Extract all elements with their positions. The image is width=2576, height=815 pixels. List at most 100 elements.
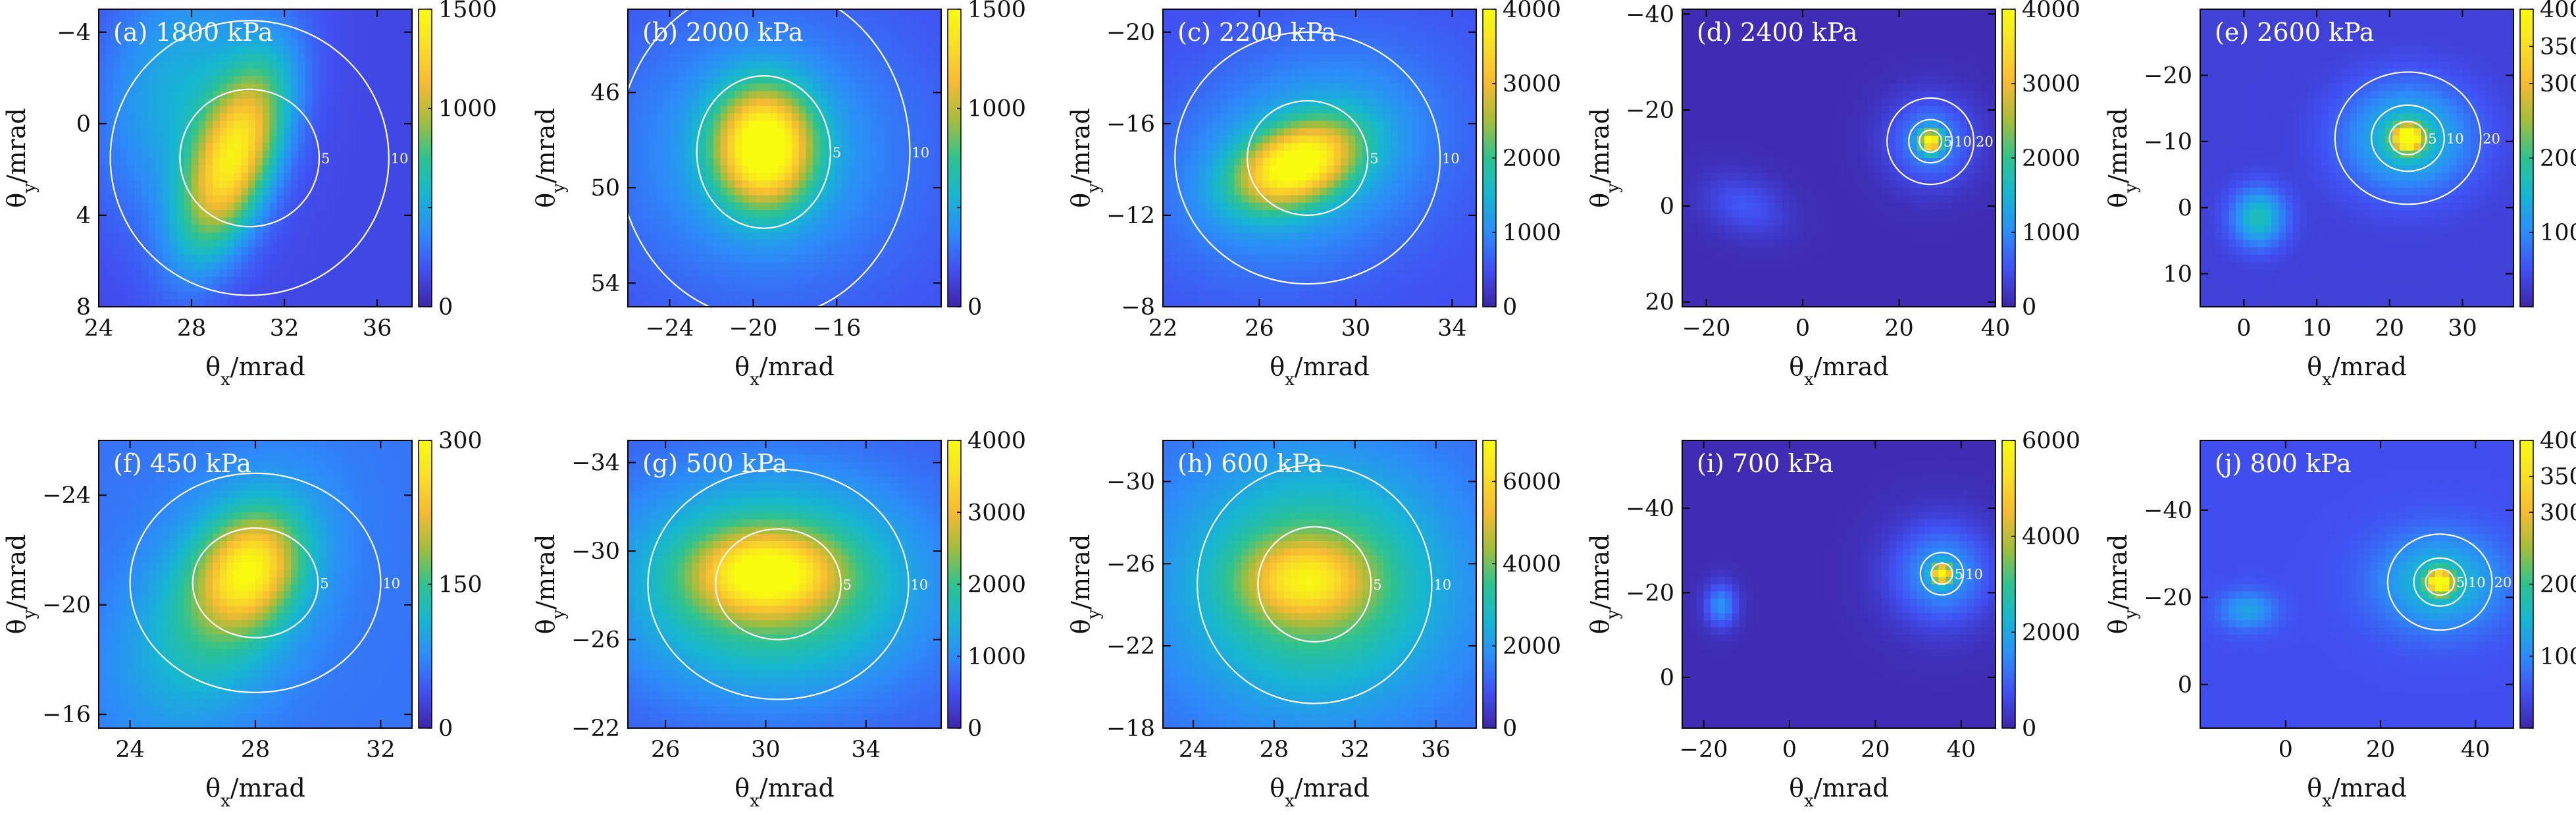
heatmap-cell — [1248, 165, 1256, 174]
heatmap-cell — [369, 120, 377, 129]
heatmap-cell — [912, 128, 921, 136]
heatmap-cell — [1184, 240, 1192, 248]
heatmap-cell — [248, 24, 256, 32]
heatmap-cell — [677, 105, 686, 114]
x-tick-label: −24 — [646, 315, 694, 342]
heatmap-cell — [1412, 150, 1420, 159]
heatmap-cell — [1348, 46, 1356, 55]
heatmap-cell — [748, 39, 757, 47]
heatmap-cell — [398, 284, 405, 292]
heatmap-cell — [649, 16, 657, 25]
heatmap-cell — [1440, 76, 1449, 84]
heatmap-cell — [241, 299, 249, 307]
heatmap-cell — [1305, 31, 1313, 39]
heatmap-cell — [170, 113, 178, 122]
heatmap-cell — [1298, 24, 1306, 32]
heatmap-cell — [1462, 9, 1470, 17]
heatmap-cell — [1333, 136, 1342, 144]
heatmap-cell — [734, 128, 742, 136]
heatmap-cell — [1412, 136, 1420, 144]
heatmap-cell — [1376, 217, 1384, 226]
plot-frame — [627, 9, 942, 307]
heatmap-cell — [1376, 105, 1384, 114]
heatmap-cell — [734, 53, 742, 62]
heatmap-cell — [163, 53, 170, 62]
heatmap-cell — [656, 98, 664, 107]
heatmap-cell — [205, 262, 213, 271]
heatmap-cell — [1412, 232, 1420, 240]
heatmap-cell — [319, 254, 327, 263]
heatmap-cell — [884, 158, 892, 166]
heatmap-cell — [670, 292, 679, 300]
heatmap-cell — [262, 269, 270, 278]
heatmap-cell — [226, 292, 235, 300]
heatmap-cell — [912, 91, 921, 99]
heatmap-cell — [1198, 195, 1206, 203]
heatmap-cell — [1241, 210, 1249, 218]
heatmap-cell — [134, 136, 142, 144]
heatmap-cell — [692, 188, 700, 196]
heatmap-cell — [284, 46, 292, 55]
heatmap-cell — [184, 172, 192, 181]
heatmap-cell — [905, 180, 914, 188]
heatmap-cell — [305, 105, 313, 114]
heatmap-cell — [1440, 232, 1449, 240]
heatmap-cell — [1234, 143, 1242, 151]
heatmap-cell — [1341, 210, 1349, 218]
heatmap-cell — [1277, 91, 1285, 99]
heatmap-cell — [884, 247, 892, 255]
heatmap-cell — [1355, 84, 1363, 92]
heatmap-cell — [869, 224, 878, 233]
heatmap-cell — [1241, 61, 1249, 69]
heatmap-cell — [284, 202, 292, 211]
heatmap-cell — [734, 172, 742, 181]
heatmap-cell — [1283, 143, 1292, 151]
heatmap-cell — [1212, 217, 1221, 226]
heatmap-cell — [191, 76, 199, 84]
heatmap-cell — [884, 98, 892, 107]
heatmap-cell — [276, 9, 284, 17]
heatmap-cell — [276, 165, 284, 174]
heatmap-cell — [1312, 136, 1320, 144]
heatmap-cell — [927, 39, 935, 47]
heatmap-cell — [877, 202, 885, 211]
heatmap-cell — [226, 39, 235, 47]
heatmap-cell — [1348, 143, 1356, 151]
heatmap-cell — [305, 262, 313, 271]
heatmap-cell — [856, 68, 863, 77]
heatmap-cell — [205, 232, 213, 240]
heatmap-cell — [777, 61, 785, 69]
heatmap-cell — [869, 254, 878, 263]
heatmap-cell — [405, 143, 412, 151]
heatmap-cell — [1255, 143, 1264, 151]
heatmap-cell — [1298, 105, 1306, 114]
heatmap-cell — [334, 136, 342, 144]
heatmap-cell — [785, 76, 792, 84]
heatmap-cell — [141, 299, 149, 307]
heatmap-cell — [262, 128, 270, 136]
heatmap-cell — [205, 180, 213, 188]
heatmap-cell — [99, 61, 107, 69]
heatmap-cell — [269, 143, 278, 151]
heatmap-cell — [1212, 224, 1221, 233]
heatmap-cell — [262, 150, 270, 159]
heatmap-cell — [376, 232, 384, 240]
heatmap-cell — [213, 91, 220, 99]
heatmap-cell — [262, 9, 270, 17]
heatmap-cell — [642, 180, 650, 188]
heatmap-cell — [656, 188, 664, 196]
heatmap-cell — [326, 247, 334, 255]
heatmap-cell — [1320, 158, 1327, 166]
heatmap-cell — [398, 53, 405, 62]
heatmap-cell — [1333, 76, 1342, 84]
heatmap-cell — [806, 217, 813, 226]
heatmap-cell — [706, 128, 714, 136]
heatmap-cell — [684, 240, 692, 248]
heatmap-cell — [198, 84, 206, 92]
heatmap-cell — [241, 188, 249, 196]
heatmap-cell — [1433, 217, 1441, 226]
heatmap-cell — [1320, 105, 1327, 114]
heatmap-cell — [756, 232, 764, 240]
heatmap-cell — [863, 91, 871, 99]
heatmap-cell — [1191, 240, 1199, 248]
